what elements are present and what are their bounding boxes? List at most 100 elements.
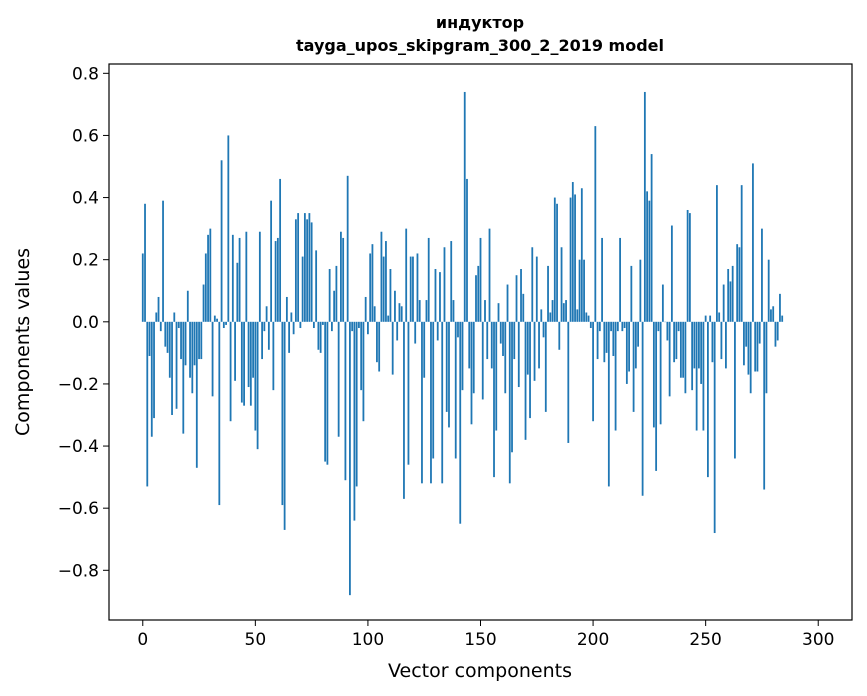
bar-137 — [450, 241, 453, 322]
bar-202 — [596, 321, 599, 360]
y-tick-label: 0.0 — [72, 313, 99, 333]
bar-136 — [448, 321, 450, 428]
bar-216 — [628, 321, 630, 372]
bar-95 — [355, 321, 358, 487]
bar-208 — [610, 321, 612, 332]
bar-126 — [425, 300, 428, 322]
bar-189 — [567, 321, 570, 443]
bar-103 — [373, 306, 376, 322]
bar-117 — [405, 228, 408, 322]
bar-1 — [144, 203, 146, 322]
bar-236 — [673, 321, 676, 363]
bars-group — [141, 91, 784, 596]
x-tick-label: 150 — [464, 630, 496, 650]
bar-141 — [459, 321, 462, 524]
bar-51 — [256, 321, 259, 450]
bar-128 — [430, 321, 432, 484]
bar-59 — [274, 241, 277, 322]
bar-255 — [716, 185, 718, 322]
bar-159 — [499, 321, 502, 344]
bar-283 — [779, 293, 781, 322]
bar-111 — [391, 321, 394, 375]
bar-185 — [558, 321, 561, 350]
bar-65 — [288, 321, 291, 353]
bar-226 — [650, 154, 653, 322]
bar-108 — [385, 241, 387, 322]
bar-89 — [342, 237, 345, 322]
bar-231 — [661, 284, 664, 322]
bar-135 — [445, 321, 448, 412]
bar-105 — [378, 321, 381, 372]
bar-244 — [691, 321, 694, 391]
bar-268 — [745, 321, 748, 347]
x-axis-label: Vector components — [388, 660, 572, 682]
bar-166 — [515, 275, 518, 322]
bar-275 — [761, 228, 763, 322]
bar-252 — [709, 315, 712, 322]
bar-82 — [326, 321, 329, 465]
bar-60 — [276, 237, 279, 322]
bar-147 — [472, 321, 475, 394]
bar-7 — [157, 296, 160, 322]
bar-4 — [150, 321, 153, 437]
bar-242 — [686, 209, 689, 322]
bar-67 — [292, 321, 295, 335]
bar-92 — [349, 321, 351, 596]
bar-64 — [285, 296, 288, 322]
bar-127 — [427, 237, 430, 322]
y-tick-label: −0.4 — [58, 437, 99, 457]
bar-76 — [312, 321, 315, 329]
x-tick-label: 200 — [577, 630, 609, 650]
bar-210 — [614, 321, 617, 431]
bar-77 — [315, 250, 318, 322]
bar-41 — [234, 321, 236, 381]
bar-10 — [164, 321, 167, 347]
bar-155 — [490, 321, 493, 369]
bar-192 — [574, 194, 576, 322]
bar-237 — [675, 321, 678, 360]
bar-261 — [729, 281, 732, 322]
bar-78 — [317, 321, 320, 350]
bar-177 — [540, 309, 543, 322]
bar-203 — [598, 321, 601, 332]
bar-113 — [396, 321, 399, 341]
bar-281 — [774, 321, 777, 347]
plot-frame — [108, 63, 853, 621]
bar-70 — [299, 321, 302, 329]
bar-282 — [776, 321, 779, 341]
bar-87 — [337, 321, 340, 437]
bar-42 — [236, 262, 239, 322]
bar-131 — [436, 321, 439, 341]
bar-98 — [362, 321, 365, 422]
bar-211 — [616, 321, 619, 332]
bar-248 — [700, 321, 703, 384]
x-tick-label: 300 — [802, 630, 834, 650]
bar-164 — [511, 321, 513, 453]
bar-21 — [189, 321, 191, 378]
bar-124 — [421, 321, 423, 484]
bar-40 — [231, 234, 234, 322]
bar-121 — [414, 321, 417, 344]
bar-79 — [319, 321, 322, 353]
bar-6 — [155, 312, 158, 322]
bar-28 — [204, 253, 207, 322]
bar-258 — [722, 284, 725, 322]
bar-53 — [261, 321, 263, 360]
bar-279 — [770, 309, 772, 322]
bar-251 — [707, 321, 709, 478]
bar-270 — [749, 321, 752, 394]
bar-3 — [148, 321, 151, 356]
y-axis: −0.8 −0.6 −0.4 −0.2 0.0 0.2 0.4 0.6 0.8 — [58, 64, 109, 581]
bar-182 — [551, 300, 554, 322]
bar-50 — [254, 321, 257, 431]
bar-63 — [283, 321, 286, 530]
bar-156 — [493, 321, 495, 478]
bar-146 — [470, 321, 473, 425]
bar-62 — [281, 321, 284, 506]
bar-173 — [531, 247, 534, 322]
bar-217 — [630, 265, 633, 322]
chart-subtitle: tayga_upos_skipgram_300_2_2019 model — [296, 36, 664, 55]
bar-36 — [222, 321, 225, 329]
bar-46 — [245, 231, 248, 322]
bar-228 — [655, 321, 658, 471]
